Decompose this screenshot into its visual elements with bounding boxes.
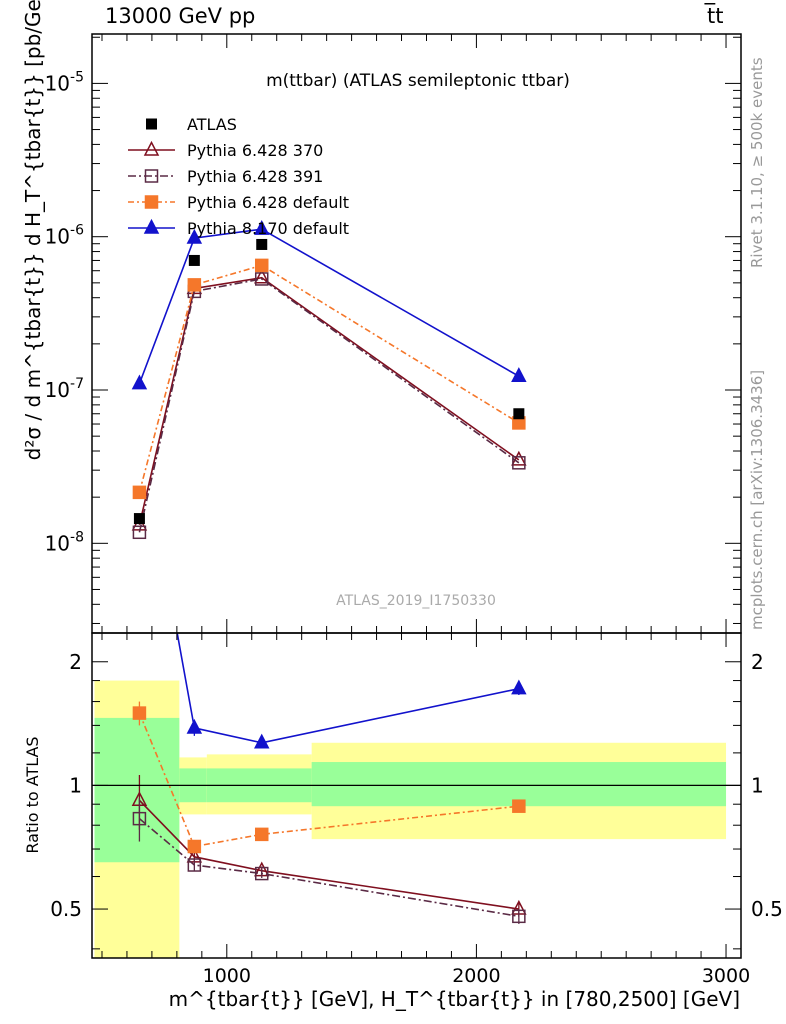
collision-label: 13000 GeV pp	[105, 4, 256, 28]
ratio-y-tick-label-right: 1	[751, 773, 764, 797]
atlas-data-point	[256, 238, 268, 250]
y-tick-label: 10-7	[45, 376, 84, 402]
ratio-axis-label: Ratio to ATLAS	[23, 736, 42, 853]
y-tick-label: 10-6	[45, 223, 85, 249]
rivet-version-label: Rivet 3.1.10, ≥ 500k events	[748, 57, 766, 268]
analysis-watermark: ATLAS_2019_I1750330	[336, 593, 496, 609]
y-tick-label: 10-8	[45, 529, 84, 555]
series-point-3	[254, 220, 270, 235]
legend: ATLAS Pythia 6.428 370 Pythia 6.428 391 Pyt…	[128, 115, 349, 238]
atlas-data-point	[133, 513, 145, 525]
ratio-point-2	[132, 706, 147, 720]
ratio-point-1	[512, 909, 526, 924]
ratio-point-1	[254, 866, 269, 881]
series-point-0	[254, 268, 270, 284]
ratio-y-tick-label: 0.5	[50, 897, 82, 921]
ratio-y-tick-label-right: 0.5	[751, 897, 783, 921]
ratio-line-0	[138, 799, 519, 910]
top-series	[131, 220, 527, 540]
ratio-y-tick-label-right: 2	[751, 650, 764, 674]
x-tick-label: 2000	[452, 965, 500, 987]
ratio-line-2	[138, 712, 519, 848]
series-point-1	[512, 456, 526, 470]
ratio-point-3	[186, 718, 203, 734]
ratio-line-1	[138, 818, 519, 918]
series-point-0	[511, 450, 527, 466]
atlas-data-point	[188, 254, 200, 266]
series-line-2	[138, 264, 520, 493]
y-tick-label: 10-5	[45, 69, 84, 95]
ratio-point-3	[133, 416, 146, 429]
ratio-y-tick-label: 2	[69, 650, 82, 674]
series-line-0	[138, 276, 520, 526]
series-point-2	[254, 258, 269, 273]
ratio-line-3	[176, 633, 520, 744]
x-tick-label: 1000	[203, 965, 251, 987]
series-point-3	[131, 374, 148, 390]
legend-marker-3	[143, 218, 160, 234]
uncertainty-band-inner	[311, 762, 727, 807]
chart-title: m(ttbar) (ATLAS semileptonic ttbar)	[266, 71, 570, 91]
legend-label-3: Pythia 8.170 default	[187, 219, 349, 238]
x-tick-label: 3000	[702, 965, 750, 987]
series-point-3	[511, 367, 527, 382]
ratio-point-3	[254, 733, 270, 749]
ratio-y-tick-label: 1	[69, 773, 82, 797]
legend-label-1: Pythia 6.428 391	[187, 167, 323, 186]
ratio-bands	[94, 416, 727, 958]
legend-marker-1	[144, 169, 159, 183]
legend-marker-atlas	[146, 118, 157, 130]
uncertainty-band-inner	[94, 717, 180, 863]
series-point-1	[132, 525, 147, 540]
series-point-2	[132, 485, 147, 500]
series-line-1	[138, 278, 520, 533]
ratio-point-2	[512, 799, 526, 813]
legend-label-atlas: ATLAS	[187, 115, 237, 134]
ratio-panel-frame	[91, 632, 742, 959]
legend-marker-2	[144, 195, 159, 209]
ratio-point-2	[254, 827, 269, 842]
legend-marker-0	[143, 140, 160, 156]
process-label: t̅t	[707, 4, 724, 28]
ratio-point-2	[187, 839, 202, 854]
ratio-point-3	[511, 679, 527, 695]
x-axis-label: m^{tbar{t}} [GeV], H_T^{tbar{t}} in [780…	[169, 987, 740, 1011]
ratio-point-1	[187, 858, 202, 872]
series-point-2	[187, 278, 202, 292]
legend-label-0: Pythia 6.428 370	[187, 141, 323, 160]
series-point-3	[186, 228, 203, 244]
atlas-data-point	[513, 408, 525, 420]
legend-label-2: Pythia 6.428 default	[187, 193, 349, 212]
series-line-3	[138, 228, 520, 384]
ratio-point-1	[132, 811, 147, 826]
source-label: mcplots.cern.ch [arXiv:1306.3436]	[748, 369, 766, 630]
series-point-1	[254, 272, 269, 286]
y-axis-label: d²σ / d m^{tbar{t}} d H_T^{tbar{t}} [pb/…	[21, 0, 45, 460]
